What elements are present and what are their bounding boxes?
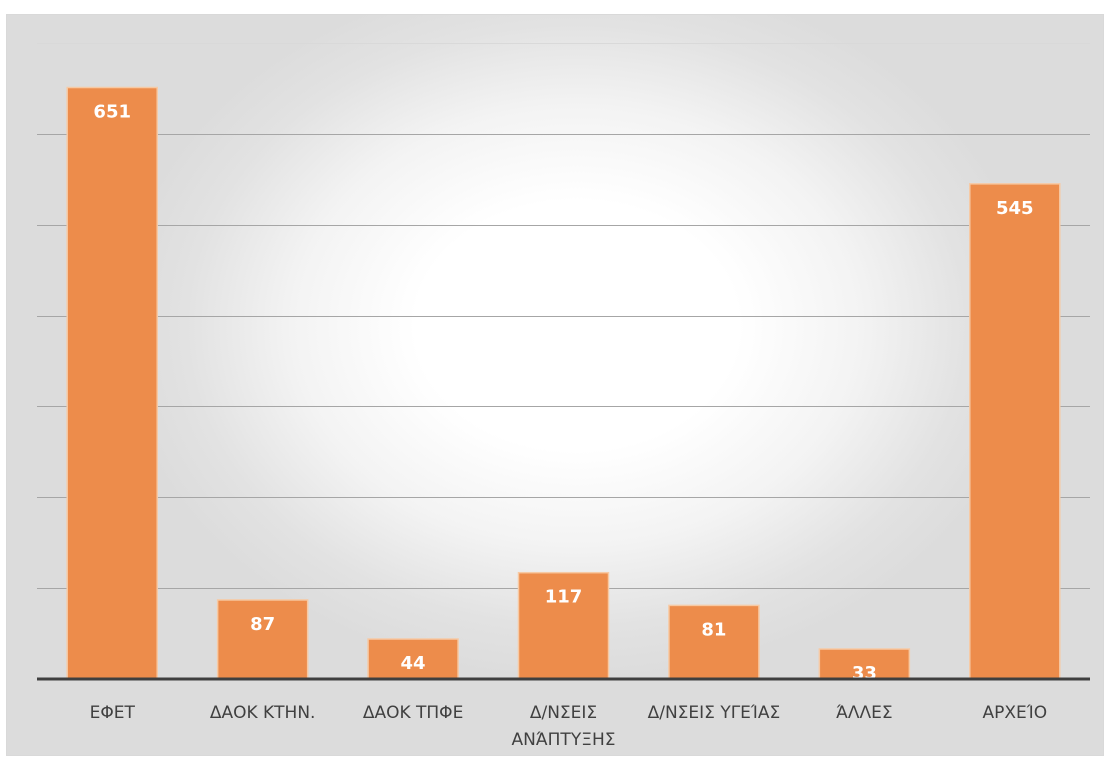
bars <box>66 86 1061 680</box>
bar <box>66 86 158 680</box>
data-label: 87 <box>250 614 275 635</box>
category-label: ΑΡΧΕΊΟ <box>982 703 1047 723</box>
category-label: Δ/ΝΣΕΙΣ <box>530 703 597 723</box>
bar <box>818 648 911 680</box>
category-label: Δ/ΝΣΕΙΣ ΥΓΕΊΑΣ <box>648 703 781 723</box>
bar <box>216 599 309 680</box>
category-label: ΕΦΕΤ <box>90 703 136 723</box>
category-label: ΑΝΆΠΤΥΞΗΣ <box>512 730 616 750</box>
data-labels: 651 87 44 117 81 33 545 <box>93 102 1033 684</box>
data-label: 117 <box>545 587 583 608</box>
bar <box>517 571 610 680</box>
data-label: 44 <box>401 653 426 674</box>
gridlines <box>37 43 1090 589</box>
category-label: ΔΑΟΚ ΚΤΗΝ. <box>210 703 316 723</box>
bar <box>969 183 1061 680</box>
data-label: 545 <box>996 198 1034 219</box>
category-labels: ΕΦΕΤ ΔΑΟΚ ΚΤΗΝ. ΔΑΟΚ ΤΠΦΕ Δ/ΝΣΕΙΣ ΑΝΆΠΤΥΞΗΣ Δ… <box>90 703 1047 750</box>
category-label: ΆΛΛΕΣ <box>836 703 893 723</box>
data-label: 651 <box>93 102 131 123</box>
category-label: ΔΑΟΚ ΤΠΦΕ <box>363 703 463 723</box>
data-label: 81 <box>701 619 726 640</box>
bar <box>668 604 760 680</box>
data-label: 33 <box>852 663 877 684</box>
